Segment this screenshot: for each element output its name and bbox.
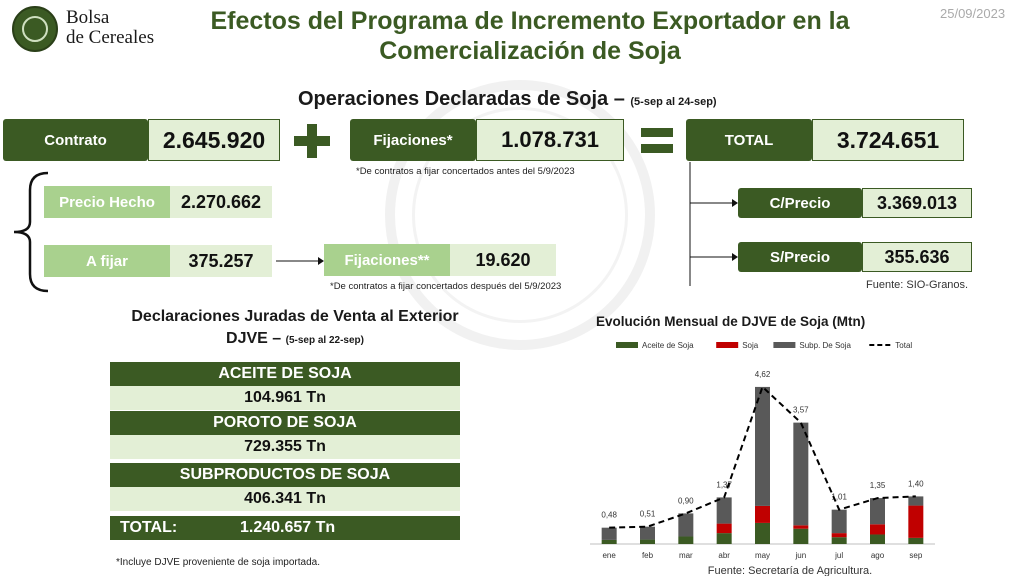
bar-ene-2 bbox=[601, 527, 617, 540]
bar-sep-2 bbox=[908, 496, 924, 506]
bar-ago-0 bbox=[870, 534, 885, 544]
page-title: Efectos del Programa de Incremento Expor… bbox=[210, 7, 850, 65]
data-label-may: 4,62 bbox=[755, 370, 771, 379]
bar-sep-1 bbox=[908, 505, 924, 538]
djve-total-label: TOTAL: bbox=[120, 519, 178, 536]
djve-chart: Aceite de Soja Soja Subp. De Soja Total ene 0… bbox=[590, 341, 935, 576]
date-label: 25/09/2023 bbox=[940, 6, 1006, 21]
bar-abr-2 bbox=[716, 497, 732, 524]
x-tick-mar: mar bbox=[679, 551, 693, 560]
djve-title: Declaraciones Juradas de Venta al Exteri… bbox=[131, 308, 459, 347]
djve-note: *Incluye DJVE proveniente de soja import… bbox=[116, 557, 321, 568]
brand-name: Bolsa de Cereales bbox=[66, 7, 155, 48]
subproductos-value: 406.341 Tn bbox=[110, 487, 460, 511]
x-tick-jul: jul bbox=[834, 551, 843, 560]
fijaciones-value: 1.078.731 bbox=[476, 119, 624, 161]
bar-mar-0 bbox=[678, 536, 694, 544]
bar-sep-0 bbox=[908, 537, 924, 544]
poroto-label: POROTO DE SOJA bbox=[110, 411, 460, 435]
data-label-jun: 3,57 bbox=[793, 406, 809, 415]
djve-total-value: 1.240.657 Tn bbox=[240, 519, 336, 536]
bar-ago-2 bbox=[870, 498, 885, 525]
fijaciones-label: Fijaciones* bbox=[350, 119, 476, 161]
bar-may-0 bbox=[755, 522, 770, 544]
bar-may-2 bbox=[755, 386, 770, 506]
legend-label-1: Soja bbox=[742, 341, 759, 350]
logo-icon bbox=[12, 6, 58, 52]
bar-feb-0 bbox=[640, 539, 655, 544]
data-label-ago: 1,35 bbox=[870, 481, 886, 490]
legend-label-0: Aceite de Soja bbox=[642, 341, 694, 350]
legend-label-2: Subp. De Soja bbox=[799, 341, 851, 350]
poroto-value: 729.355 Tn bbox=[110, 435, 460, 459]
a-fijar-label: A fijar bbox=[44, 245, 170, 277]
x-tick-abr: abr bbox=[718, 551, 730, 560]
plus-icon bbox=[294, 124, 330, 158]
data-label-ene: 0,48 bbox=[601, 511, 617, 520]
fijaciones2-label: Fijaciones** bbox=[324, 244, 450, 276]
total-value: 3.724.651 bbox=[812, 119, 964, 161]
bar-jul-2 bbox=[831, 509, 847, 534]
sprecio-label: S/Precio bbox=[738, 242, 862, 272]
x-tick-may: may bbox=[755, 551, 770, 560]
watermark-seal bbox=[385, 80, 655, 350]
contrato-label: Contrato bbox=[3, 119, 148, 161]
cprecio-label: C/Precio bbox=[738, 188, 862, 218]
legend-swatch-2 bbox=[773, 342, 796, 348]
data-label-jul: 1,01 bbox=[831, 493, 847, 502]
contrato-value: 2.645.920 bbox=[148, 119, 280, 161]
data-label-sep: 1,40 bbox=[908, 479, 924, 488]
legend-label-3: Total bbox=[895, 341, 912, 350]
bar-jul-1 bbox=[831, 533, 847, 538]
equals-icon bbox=[641, 128, 673, 154]
bar-abr-0 bbox=[716, 533, 732, 544]
operaciones-title: Operaciones Declaradas de Soja – (5-sep … bbox=[298, 88, 717, 110]
x-tick-jun: jun bbox=[794, 551, 806, 560]
cprecio-value: 3.369.013 bbox=[862, 188, 972, 218]
bar-ago-1 bbox=[870, 524, 885, 535]
note-after: *De contratos a fijar concertados despué… bbox=[330, 281, 562, 292]
watermark-seal-inner bbox=[412, 107, 628, 323]
bar-feb-2 bbox=[640, 526, 655, 540]
data-label-mar: 0,90 bbox=[678, 496, 694, 505]
precio-hecho-value: 2.270.662 bbox=[170, 186, 272, 218]
source-sio: Fuente: SIO-Granos. bbox=[866, 279, 969, 291]
sprecio-value: 355.636 bbox=[862, 242, 972, 272]
precio-hecho-label: Precio Hecho bbox=[44, 186, 170, 218]
connector-lines bbox=[689, 162, 738, 286]
aceite-label: ACEITE DE SOJA bbox=[110, 362, 460, 386]
chart-source: Fuente: Secretaría de Agricultura. bbox=[708, 565, 872, 576]
brace-icon bbox=[13, 171, 49, 293]
aceite-value: 104.961 Tn bbox=[110, 386, 460, 410]
note-before: *De contratos a fijar concertados antes … bbox=[356, 166, 575, 177]
bar-jun-2 bbox=[793, 422, 809, 526]
bar-jul-0 bbox=[831, 537, 847, 544]
a-fijar-value: 375.257 bbox=[170, 245, 272, 277]
bar-jun-1 bbox=[793, 525, 809, 529]
legend-swatch-0 bbox=[616, 342, 638, 348]
x-tick-feb: feb bbox=[642, 551, 654, 560]
arrow-right-icon bbox=[276, 257, 324, 265]
x-tick-ene: ene bbox=[602, 551, 616, 560]
bar-may-1 bbox=[755, 505, 770, 523]
data-label-abr: 1,37 bbox=[716, 480, 732, 489]
fijaciones2-value: 19.620 bbox=[450, 244, 556, 276]
x-tick-ago: ago bbox=[871, 551, 885, 560]
total-label: TOTAL bbox=[686, 119, 812, 161]
bar-jun-0 bbox=[793, 528, 809, 544]
legend-swatch-1 bbox=[716, 342, 739, 348]
x-tick-sep: sep bbox=[909, 551, 922, 560]
chart-title: Evolución Mensual de DJVE de Soja (Mtn) bbox=[596, 314, 866, 329]
total-line bbox=[609, 385, 916, 529]
bar-abr-1 bbox=[716, 523, 732, 534]
bar-ene-0 bbox=[601, 539, 617, 544]
subproductos-label: SUBPRODUCTOS DE SOJA bbox=[110, 463, 460, 487]
data-label-feb: 0,51 bbox=[640, 510, 656, 519]
bar-mar-2 bbox=[678, 513, 694, 537]
djve-total-row: TOTAL: 1.240.657 Tn bbox=[110, 516, 460, 540]
